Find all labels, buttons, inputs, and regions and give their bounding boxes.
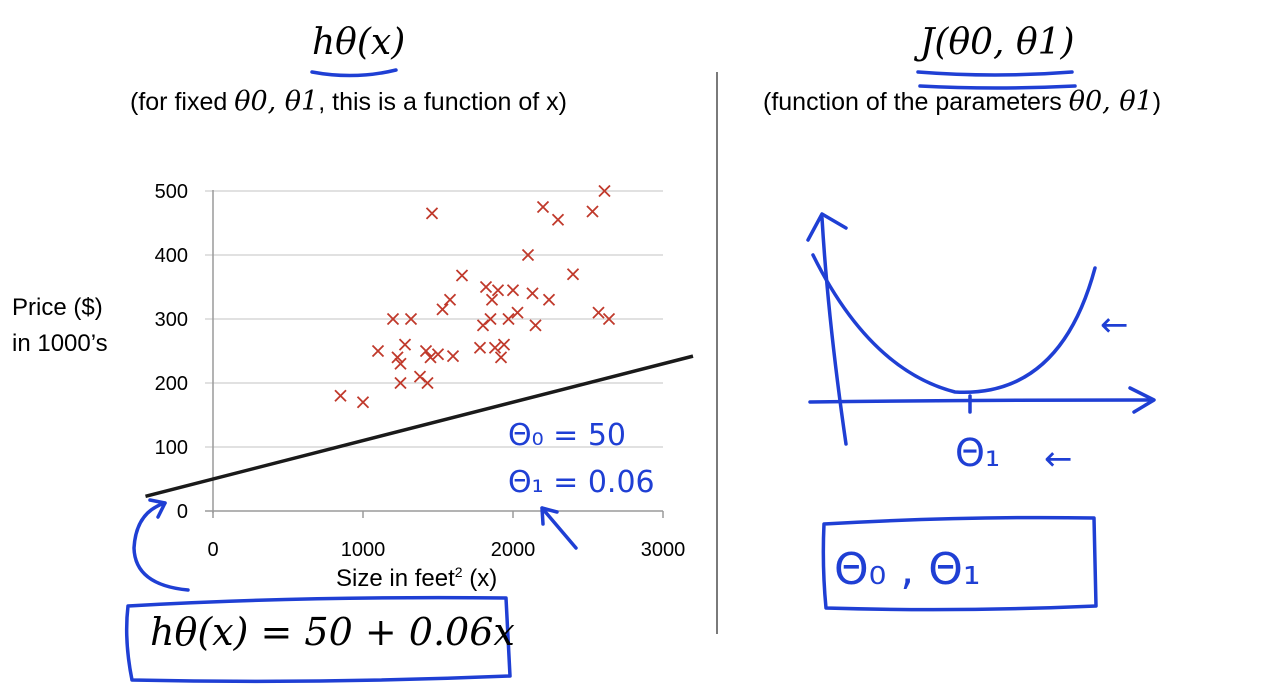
cost-curve [811,253,1097,394]
data-point-marker [484,312,497,326]
subtitle-suffix: , this is a function of x) [318,88,567,116]
data-point-marker [566,268,580,281]
curve-arrow: ← [1100,305,1129,345]
data-point-marker [598,184,611,198]
cost-function-subtitle: (function of the parameters θ0, θ1) [763,86,1161,117]
cost-x-axis-arrowhead [1128,386,1156,414]
subtitle-prefix: (function of the parameters [763,88,1069,116]
data-point-marker [511,306,524,319]
subtitle-params: θ0, θ1 [1068,86,1153,117]
chart-tick-labels: 0 100 200 300 400 500 0 1000 2000 3000 [155,181,686,561]
hypothesis-formula: hθ(x) = 50 + 0.06x [150,610,515,654]
x-tick-label: 2000 [491,539,536,561]
cost-axis-param: Θ₁ [955,431,1000,475]
data-point-marker [398,338,412,351]
pointer-arrow [540,506,578,550]
data-point-marker [536,200,550,214]
x-axis-label-sup: 2 [454,564,463,580]
data-point-marker [404,312,418,326]
cost-function-title: J(θ0, θ1) [920,22,1075,63]
panel-divider [716,72,718,634]
subtitle-prefix: (for fixed [130,88,235,116]
y-tick-label: 200 [155,373,188,395]
data-point-marker [391,351,404,364]
cost-title-underline [916,70,1077,90]
data-point-marker [419,344,433,358]
data-point-marker [592,306,605,319]
param-arrow: ← [1044,439,1073,479]
data-point-marker [586,205,599,218]
params-box [821,515,1098,612]
data-point-marker [488,341,502,354]
cost-y-axis-line [820,216,848,446]
curved-arrow-head [148,498,167,519]
data-point-marker [473,341,487,354]
y-axis-label-line2: in 1000’s [12,330,108,357]
formula-box [124,595,512,684]
data-point-marker [502,312,515,326]
data-point-marker [443,293,457,306]
x-axis-label-tail: (x) [462,565,498,592]
data-point-marker [455,269,469,282]
data-point-marker [521,248,535,262]
data-point-marker [334,389,347,402]
subtitle-params: θ0, θ1 [234,86,319,117]
data-point-marker [497,338,511,351]
hypothesis-line [145,354,694,498]
data-points [334,184,616,409]
hypothesis-title: hθ(x) [312,22,406,63]
x-tick-label: 0 [207,539,218,561]
params-box-text: Θ₀ , Θ₁ [834,544,981,595]
data-point-marker [371,344,385,358]
data-point-marker [491,284,505,297]
data-point-marker [542,293,556,306]
x-axis-label: Size in feet2 (x) [336,564,497,593]
y-tick-label: 0 [177,501,188,523]
data-point-marker [446,349,460,363]
theta0-annotation: Θ₀ = 50 [508,418,626,453]
y-tick-label: 400 [155,245,188,267]
title-underline [310,68,398,78]
data-point-marker [506,284,520,297]
data-point-marker [436,303,449,316]
data-point-marker [421,376,434,390]
y-tick-label: 500 [155,181,188,203]
data-point-marker [494,351,508,364]
data-point-marker [602,312,616,326]
y-axis-label: Price ($) in 1000’s [12,290,108,362]
y-tick-label: 100 [155,437,188,459]
x-tick-label: 1000 [341,539,386,561]
curved-arrow [132,501,190,592]
data-point-marker [386,312,400,326]
cost-y-axis-arrowhead [806,212,848,242]
data-point-marker [356,396,370,409]
data-point-marker [551,213,565,226]
data-point-marker [431,348,445,361]
y-axis-label-line1: Price ($) [12,294,103,321]
data-point-marker [394,376,407,390]
data-point-marker [479,280,493,294]
cost-x-axis-line [808,398,1152,404]
theta1-annotation: Θ₁ = 0.06 [508,465,655,500]
data-point-marker [425,207,439,220]
y-tick-label: 300 [155,309,188,331]
data-point-marker [526,287,539,300]
subtitle-suffix: ) [1152,88,1162,116]
data-point-marker [529,319,542,332]
data-point-marker [424,351,437,364]
x-axis-label-main: Size in feet [336,565,455,592]
data-point-marker [394,357,407,370]
hypothesis-subtitle: (for fixed θ0, θ1, this is a function of… [130,86,567,117]
x-tick-label: 3000 [641,539,686,561]
data-point-marker [485,293,499,306]
